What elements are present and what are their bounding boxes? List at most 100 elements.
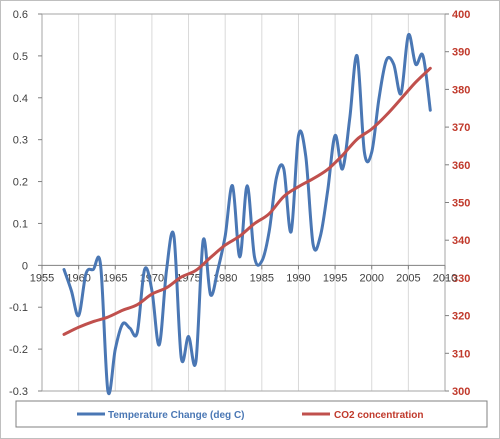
right-tick-label: 330: [452, 273, 470, 285]
data-point: [290, 231, 292, 233]
left-tick-label: -0.3: [9, 386, 28, 398]
series-layer: [62, 33, 432, 396]
left-tick-label: -0.1: [9, 302, 28, 314]
data-point: [158, 344, 160, 346]
data-point: [217, 268, 219, 271]
data-point: [70, 289, 73, 292]
left-tick-label: 0.5: [13, 51, 28, 63]
data-point: [165, 286, 168, 289]
series-line-temperature: [62, 33, 432, 396]
left-tick-label: -0.2: [9, 344, 28, 356]
data-point: [114, 348, 117, 350]
data-point: [283, 168, 285, 170]
data-point: [334, 134, 336, 137]
data-point: [319, 235, 322, 237]
data-point: [348, 117, 351, 120]
data-point: [99, 264, 102, 267]
data-point: [305, 155, 307, 158]
data-point: [107, 390, 109, 392]
data-point: [63, 333, 65, 336]
data-point: [209, 256, 212, 259]
data-point: [429, 67, 432, 70]
right-tick-label: 300: [452, 386, 470, 398]
x-tick-label: 1965: [103, 272, 127, 284]
right-tick-label: 360: [452, 160, 470, 172]
data-point: [231, 184, 234, 187]
data-point: [268, 231, 270, 233]
data-point: [224, 244, 226, 246]
data-point: [195, 360, 197, 363]
legend-label-co2: CO2 concentration: [334, 410, 423, 421]
data-point: [385, 114, 388, 116]
legend: Temperature Change (deg C) CO2 concentra…: [15, 400, 488, 428]
data-point: [297, 134, 300, 137]
data-point: [239, 235, 241, 237]
right-tick-label: 370: [452, 122, 470, 134]
x-tick-label: 1970: [140, 272, 164, 284]
data-point: [268, 213, 270, 215]
data-point: [195, 269, 197, 272]
data-point: [77, 314, 80, 317]
right-tick-label: 340: [452, 235, 470, 247]
data-point: [143, 268, 146, 271]
data-point: [422, 55, 424, 57]
right-tick-label: 310: [452, 348, 470, 360]
data-point: [392, 63, 395, 66]
data-point: [151, 293, 153, 295]
data-point: [209, 293, 212, 296]
left-tick-label: 0.6: [13, 9, 28, 21]
x-tick-label: 1980: [213, 272, 237, 284]
x-tick-label: 2005: [396, 272, 420, 284]
data-point: [92, 268, 95, 271]
data-point: [400, 92, 402, 95]
right-tick-label: 390: [452, 47, 470, 59]
left-axis-ticks: -0.3 -0.2 -0.1 0 0.1 0.2 0.3 0.4 0.5 0.6: [9, 9, 42, 398]
left-tick-label: 0.1: [13, 218, 28, 230]
data-point: [107, 316, 109, 318]
right-tick-label: 320: [452, 311, 470, 323]
data-point: [77, 326, 80, 329]
data-point: [180, 356, 182, 359]
data-point: [283, 195, 285, 198]
data-point: [370, 151, 373, 153]
left-tick-label: 0.3: [13, 135, 28, 147]
data-point: [136, 331, 139, 334]
data-point: [180, 276, 182, 278]
data-point: [202, 239, 204, 241]
data-point: [165, 268, 168, 271]
left-tick-label: 0: [22, 260, 28, 272]
data-point: [239, 256, 241, 258]
data-point: [129, 327, 131, 330]
data-point: [275, 176, 278, 179]
data-point: [429, 109, 432, 112]
right-tick-label: 380: [452, 84, 470, 96]
data-point: [414, 81, 417, 83]
left-tick-label: 0.2: [13, 177, 28, 189]
data-point: [378, 97, 380, 99]
right-axis-ticks: 300 310 320 330 340 350 360 370 380 390 400: [445, 9, 470, 398]
data-point: [92, 320, 95, 323]
data-point: [151, 289, 153, 292]
data-point: [400, 98, 402, 100]
data-point: [253, 222, 256, 225]
data-point: [261, 260, 263, 262]
x-axis-ticks: 1955 1960 1965 1970 1975 1980 1985 1990 1995 2000…: [30, 265, 457, 284]
right-tick-label: 350: [452, 198, 470, 210]
data-point: [121, 309, 124, 312]
data-point: [385, 59, 388, 61]
left-tick-label: 0.4: [13, 93, 28, 105]
data-point: [407, 34, 410, 36]
data-point: [297, 185, 300, 188]
x-tick-label: 1955: [30, 272, 54, 284]
data-point: [173, 235, 175, 237]
data-point: [85, 272, 87, 275]
data-point: [341, 168, 344, 170]
data-point: [63, 268, 65, 271]
data-point: [253, 256, 256, 258]
legend-label-temperature: Temperature Change (deg C): [108, 410, 245, 421]
data-point: [356, 55, 358, 57]
data-point: [327, 168, 329, 171]
data-point: [121, 323, 124, 325]
data-point: [341, 154, 344, 157]
